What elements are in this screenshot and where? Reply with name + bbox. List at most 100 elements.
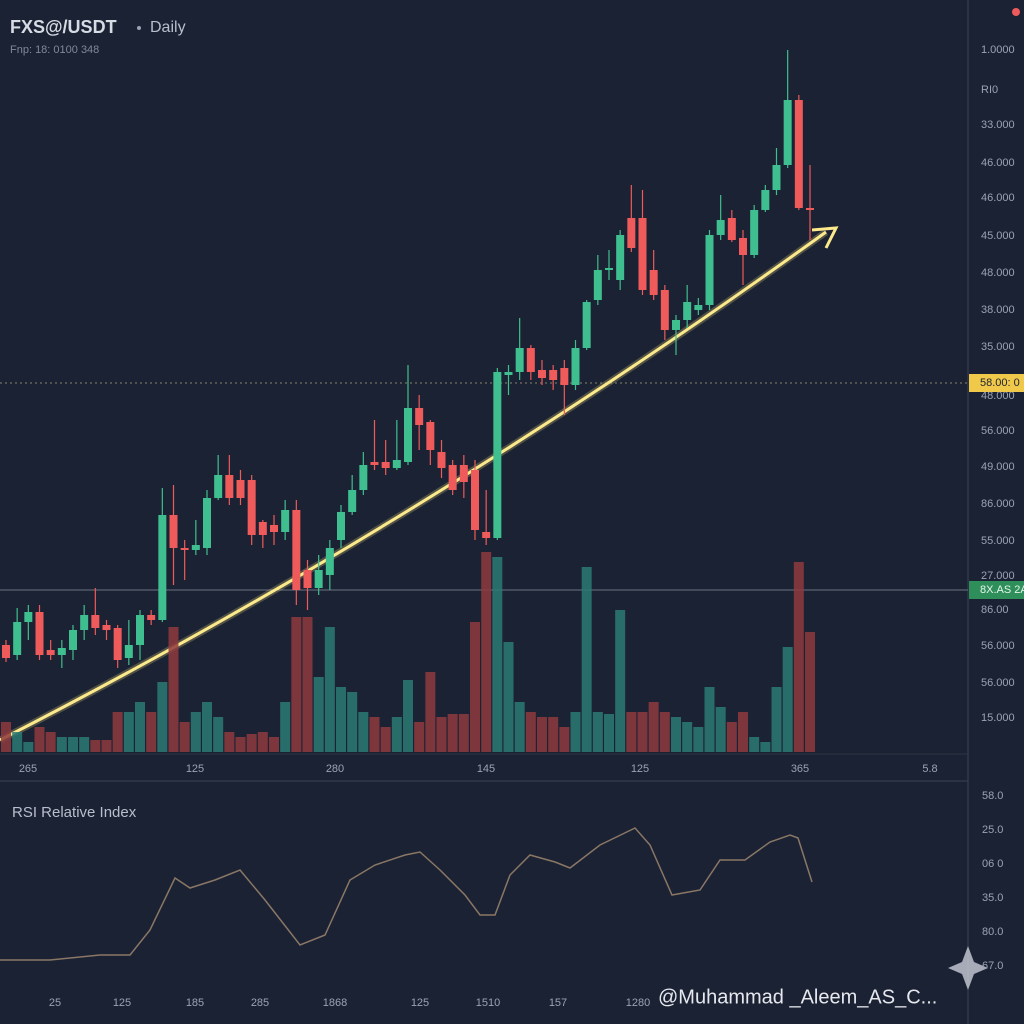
y-axis-label: 56.000 bbox=[981, 425, 1015, 437]
volume-bar bbox=[782, 647, 793, 752]
volume-bar bbox=[403, 680, 413, 752]
volume-bar bbox=[793, 562, 804, 752]
volume-bar bbox=[581, 567, 592, 752]
candle-body bbox=[214, 475, 223, 498]
candle-body bbox=[716, 220, 725, 235]
volume-bar bbox=[805, 632, 815, 752]
volume-bar bbox=[146, 712, 157, 752]
volume-bar bbox=[101, 740, 112, 752]
volume-bar bbox=[224, 732, 235, 752]
candle-body bbox=[124, 645, 133, 658]
volume-bar bbox=[257, 732, 268, 752]
volume-bar bbox=[68, 737, 78, 752]
price-tag-label: 8X.AS 2A bbox=[980, 584, 1024, 596]
candle-body bbox=[705, 235, 714, 305]
volume-bar bbox=[525, 712, 536, 752]
candle-body bbox=[549, 370, 558, 380]
candle-body bbox=[180, 548, 189, 550]
volume-bar bbox=[79, 737, 90, 752]
rsi-axis-label: 25.0 bbox=[982, 824, 1003, 836]
volume-bar bbox=[1, 722, 11, 752]
volume-bar bbox=[190, 712, 201, 752]
candle-body bbox=[303, 570, 312, 588]
candle-body bbox=[247, 480, 256, 535]
volume-bar bbox=[112, 712, 123, 752]
candle-body bbox=[538, 370, 546, 378]
info: Fnp: 18: 0100 348 bbox=[10, 44, 99, 56]
candle-body bbox=[694, 305, 703, 310]
candle-body bbox=[314, 570, 323, 588]
sparkle-icon bbox=[948, 946, 988, 990]
y-axis-label: 27.000 bbox=[981, 570, 1015, 582]
candle-body bbox=[616, 235, 625, 280]
x-axis-label: 125 bbox=[631, 763, 649, 775]
volume-bar bbox=[458, 714, 469, 752]
y-axis-label: 33.000 bbox=[981, 119, 1015, 131]
candle-body bbox=[526, 348, 535, 372]
candle-body bbox=[571, 348, 580, 385]
volume-bar bbox=[693, 727, 704, 752]
rsi-x-label: 285 bbox=[251, 997, 269, 1009]
rsi-x-label: 125 bbox=[113, 997, 131, 1009]
volume-bar bbox=[23, 742, 34, 752]
y-axis-label: 38.000 bbox=[981, 304, 1015, 316]
rsi-x-label: 1510 bbox=[476, 997, 500, 1009]
volume-bar bbox=[615, 610, 626, 752]
candle-body bbox=[471, 470, 479, 530]
candle-body bbox=[270, 525, 278, 532]
volume-bar bbox=[503, 642, 514, 752]
rsi-x-label: 1868 bbox=[323, 997, 347, 1009]
candle-body bbox=[739, 238, 747, 255]
candle-body bbox=[761, 190, 770, 210]
volume-bar bbox=[302, 617, 313, 752]
rsi-x-label: 25 bbox=[49, 997, 61, 1009]
y-axis-label: RI0 bbox=[981, 84, 998, 96]
candle-body bbox=[493, 372, 502, 538]
volume-bar bbox=[626, 712, 637, 752]
volume-bar bbox=[470, 622, 480, 752]
y-axis-label: 48.000 bbox=[981, 390, 1015, 402]
candle-body bbox=[605, 268, 613, 270]
candle-body bbox=[515, 348, 524, 372]
candle-body bbox=[593, 270, 602, 300]
rsi-x-label: 125 bbox=[411, 997, 429, 1009]
candle-body bbox=[136, 615, 144, 645]
volume-bar bbox=[548, 717, 559, 752]
volume-bar bbox=[45, 732, 56, 752]
candle-body bbox=[258, 522, 267, 535]
rsi-axis-label: 80.0 bbox=[982, 926, 1003, 938]
candle-body bbox=[147, 615, 156, 620]
x-axis-label: 280 bbox=[326, 763, 344, 775]
volume-bar bbox=[34, 727, 45, 752]
x-axis-label: 265 bbox=[19, 763, 37, 775]
trend-arrow bbox=[0, 230, 827, 742]
volume-bar bbox=[369, 717, 380, 752]
candle-body bbox=[102, 625, 111, 630]
symbol: FXS@/USDT bbox=[10, 17, 117, 37]
volume-bar bbox=[202, 702, 212, 752]
candle-body bbox=[337, 512, 345, 540]
volume-bar bbox=[347, 692, 358, 752]
watermark: @Muhammad _Aleem_AS_C... bbox=[658, 986, 937, 1008]
candle-body bbox=[169, 515, 178, 548]
rsi-axis-label: 06 0 bbox=[982, 858, 1003, 870]
price-tag bbox=[969, 581, 1024, 599]
volume-bar bbox=[269, 737, 279, 752]
candle-body bbox=[649, 270, 658, 295]
candle-body bbox=[370, 462, 379, 465]
y-axis-label: 45.000 bbox=[981, 230, 1015, 242]
volume-bar bbox=[123, 712, 134, 752]
volume-bar bbox=[391, 717, 402, 752]
volume-bar bbox=[235, 737, 246, 752]
y-axis-label: 56.000 bbox=[981, 640, 1015, 652]
candle-body bbox=[750, 210, 759, 255]
y-axis-label: 1.0000 bbox=[981, 44, 1015, 56]
arrow-head bbox=[811, 226, 839, 249]
price-tag-label: 58.00: 0 bbox=[980, 377, 1020, 389]
y-axis-label: 86.000 bbox=[981, 498, 1015, 510]
candle-body bbox=[404, 408, 412, 462]
volume-bar bbox=[313, 677, 324, 752]
volume-bar bbox=[715, 707, 726, 752]
volume-bar bbox=[168, 627, 179, 752]
volume-bar bbox=[135, 702, 145, 752]
